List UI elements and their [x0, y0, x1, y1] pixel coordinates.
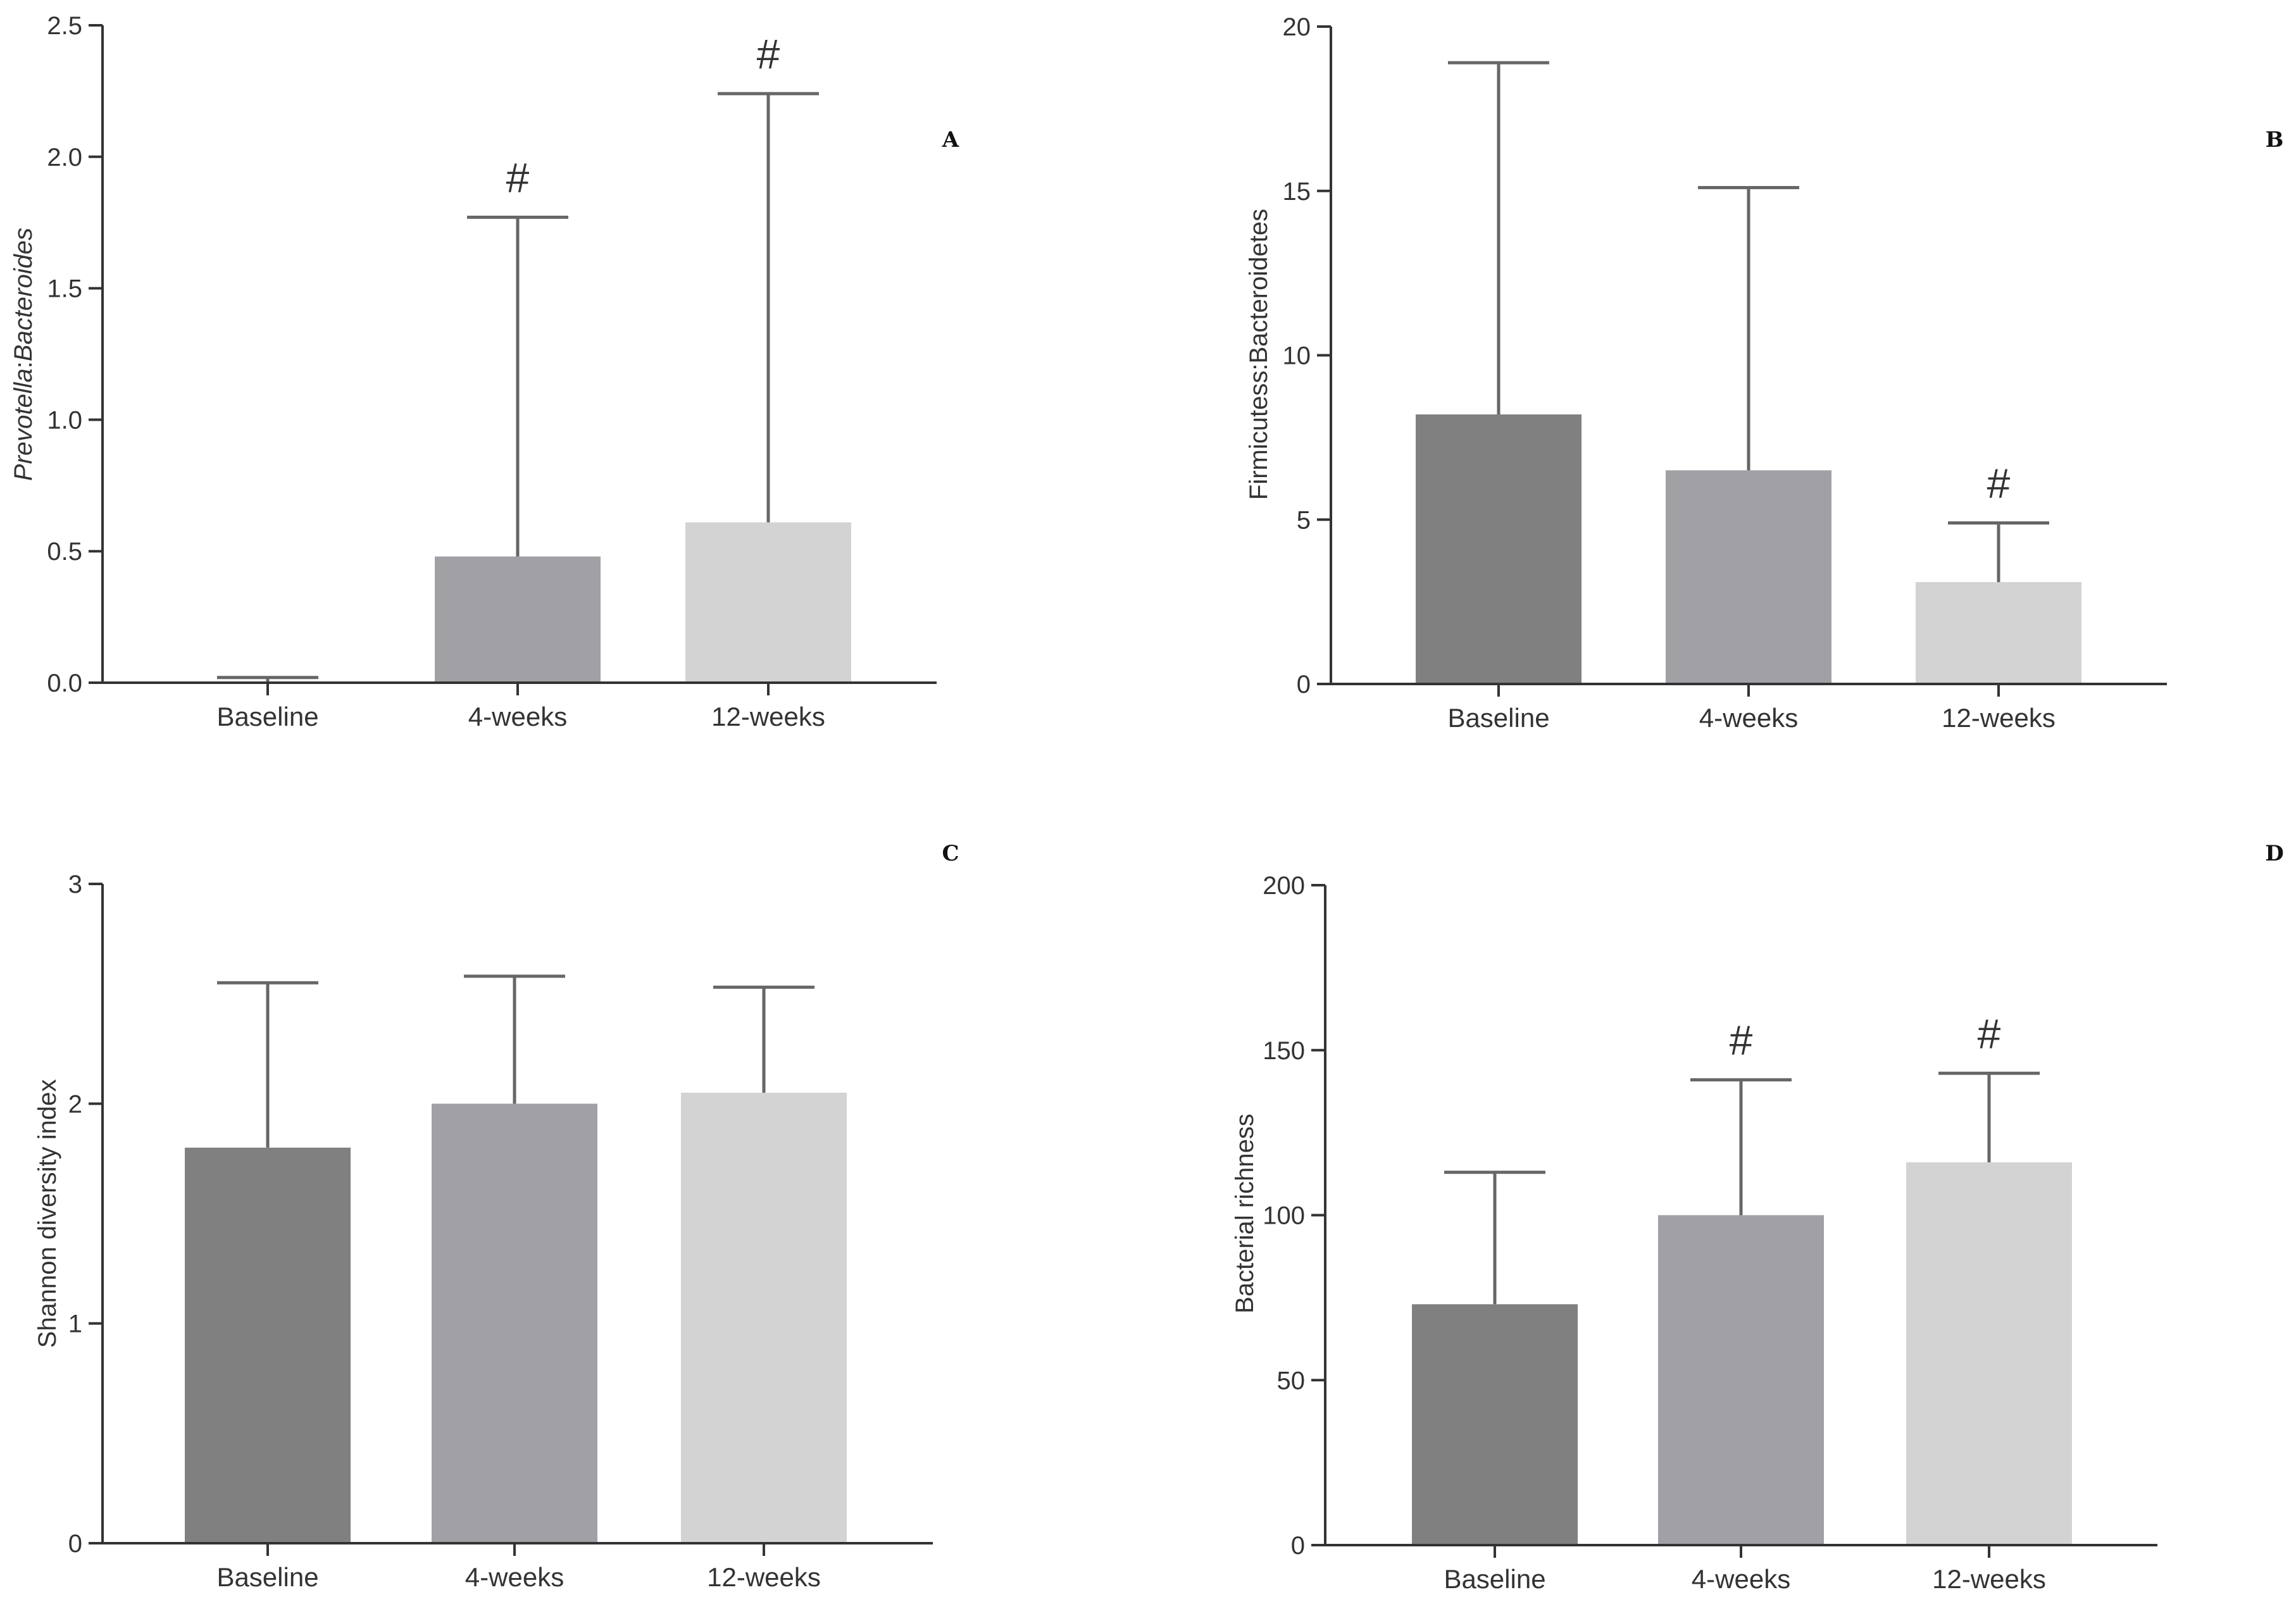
bar-4-weeks	[435, 556, 601, 683]
y-tick-label: 100	[1263, 1202, 1305, 1230]
chart-panel-c: 0 1 2 3 Baseline 4-weeks 12-weeks Shannon diver…	[34, 841, 959, 1592]
x-tick-label: 4-weeks	[468, 702, 567, 731]
panel-label: D	[2265, 841, 2283, 866]
bar-baseline	[185, 1147, 351, 1543]
x-tick-label: 4-weeks	[1692, 1564, 1790, 1594]
significance-marker: #	[1978, 1010, 2001, 1057]
panel-label: C	[942, 841, 959, 866]
y-axis-title: Shannon diversity index	[34, 1079, 61, 1348]
y-axis-title-part: Bacteroides	[9, 228, 37, 361]
panel-label: B	[2266, 127, 2284, 152]
panel-label: A	[942, 127, 959, 152]
y-axis-title-part: Prevotella	[9, 368, 37, 481]
y-tick-label: 20	[1283, 13, 1311, 41]
x-tick-label: 12-weeks	[711, 702, 825, 731]
significance-marker: #	[1730, 1017, 1753, 1064]
y-tick-label: 0.5	[47, 538, 82, 566]
bar-4-weeks	[1666, 470, 1831, 684]
bar-12-weeks	[685, 522, 851, 683]
bar-4-weeks	[1658, 1215, 1824, 1545]
chart-panel-d: # #0 50 100 150 200 Baseline 4-weeks 12-weeks Bac…	[1231, 841, 2284, 1594]
y-axis-title-part: :	[9, 361, 37, 368]
significance-marker: #	[1987, 459, 2011, 506]
y-tick-label: 2.5	[47, 12, 82, 40]
y-tick-label: 1	[68, 1310, 82, 1338]
y-tick-label: 200	[1263, 872, 1305, 900]
bar-baseline	[1416, 414, 1582, 684]
y-tick-label: 150	[1263, 1037, 1305, 1065]
chart-panel-a: # #0.0 0.5 1.0 1.5 2.0 2.5 Baseline 4-weeks 12-we…	[9, 12, 959, 731]
bar-baseline	[1412, 1304, 1578, 1545]
x-tick-label: 12-weeks	[1942, 703, 2056, 733]
x-tick-label: 4-weeks	[465, 1562, 564, 1592]
bar-12-weeks	[681, 1092, 847, 1543]
y-tick-label: 1.5	[47, 275, 82, 303]
y-tick-label: 0	[1297, 671, 1311, 699]
y-tick-label: 0.0	[47, 669, 82, 697]
x-tick-label: Baseline	[1447, 703, 1549, 733]
y-tick-label: 50	[1277, 1367, 1306, 1395]
x-tick-label: 4-weeks	[1699, 703, 1798, 733]
y-tick-label: 1.0	[47, 406, 82, 434]
bar-4-weeks	[432, 1103, 597, 1543]
y-tick-label: 0	[68, 1530, 82, 1558]
y-tick-label: 0	[1291, 1532, 1305, 1560]
x-tick-label: 12-weeks	[707, 1562, 821, 1592]
y-tick-label: 10	[1283, 342, 1311, 370]
bar-12-weeks	[1916, 581, 2081, 684]
bar-12-weeks	[1906, 1162, 2072, 1545]
y-tick-label: 15	[1283, 178, 1311, 206]
y-axis-title: Firmicutess:Bacteroidetes	[1245, 209, 1273, 500]
x-tick-label: Baseline	[216, 1562, 318, 1592]
x-tick-label: 12-weeks	[1932, 1564, 2046, 1594]
y-axis-title: Prevotella:Bacteroides	[9, 228, 37, 481]
y-tick-label: 2	[68, 1090, 82, 1118]
y-tick-label: 3	[68, 871, 82, 898]
significance-marker: #	[506, 154, 530, 201]
significance-marker: #	[757, 30, 780, 77]
y-tick-label: 2.0	[47, 144, 82, 171]
x-tick-label: Baseline	[216, 702, 318, 731]
y-tick-label: 5	[1297, 506, 1311, 534]
y-axis-title: Bacterial richness	[1231, 1114, 1259, 1314]
chart-panel-b: #0 5 10 15 20 Baseline 4-weeks 12-weeks Firmicut…	[1245, 13, 2283, 733]
x-tick-label: Baseline	[1444, 1564, 1545, 1594]
